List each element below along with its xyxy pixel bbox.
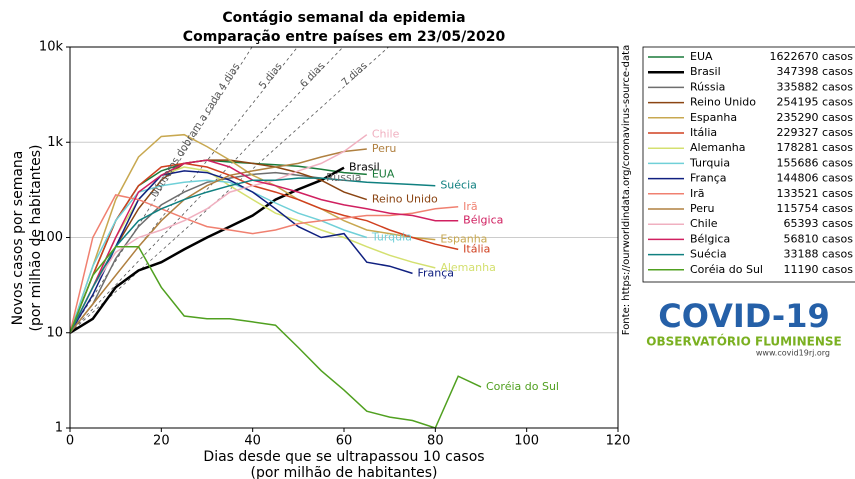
y-tick-label: 10: [46, 325, 63, 340]
legend-cases: 235290 casos: [777, 111, 854, 124]
legend-cases: 115754 casos: [777, 202, 854, 215]
series-end-label: Peru: [372, 142, 397, 155]
legend-cases: 65393 casos: [784, 217, 854, 230]
legend-label: EUA: [690, 50, 713, 63]
series-end-label: França: [418, 266, 455, 279]
series-end-label: Suécia: [440, 179, 477, 192]
x-tick-label: 100: [514, 434, 539, 449]
legend-label: Peru: [690, 202, 715, 215]
chart-title: Contágio semanal da epidemia: [222, 10, 465, 26]
legend-label: França: [690, 172, 727, 185]
legend-label: Reino Unido: [690, 96, 756, 109]
series-end-label: Coréia do Sul: [486, 380, 559, 393]
y-tick-label: 1: [55, 421, 63, 436]
x-axis-label: Dias desde que se ultrapassou 10 casos: [203, 449, 484, 465]
legend-label: Itália: [690, 126, 717, 139]
series-end-label: Espanha: [440, 233, 487, 246]
logo-subtitle: OBSERVATÓRIO FLUMINENSE: [646, 334, 841, 349]
legend-cases: 335882 casos: [777, 80, 854, 93]
logo-url: www.covid19rj.org: [756, 349, 830, 358]
legend-label: Chile: [690, 217, 718, 230]
series-line: [70, 134, 368, 334]
series-end-label: Reino Unido: [372, 193, 438, 206]
series-line: [70, 162, 459, 334]
y-axis-label: (por milhão de habitantes): [28, 145, 44, 332]
series-end-label: Bélgica: [463, 214, 503, 227]
legend-label: Bélgica: [690, 232, 730, 245]
series-line: [70, 133, 436, 334]
legend-cases: 347398 casos: [777, 65, 854, 78]
legend-label: Espanha: [690, 111, 737, 124]
y-tick-label: 1k: [47, 135, 63, 150]
x-axis-label: (por milhão de habitantes): [251, 465, 438, 479]
series-end-label: Itália: [463, 242, 490, 255]
legend-box: [642, 46, 855, 283]
legend-cases: 155686 casos: [777, 156, 854, 169]
series-line: [70, 245, 482, 428]
series-end-label: EUA: [372, 167, 395, 180]
x-tick-label: 120: [606, 434, 631, 449]
series-end-label: Brasil: [349, 161, 380, 174]
series-end-label: Chile: [372, 128, 400, 141]
legend-label: Turquia: [689, 156, 730, 169]
legend-label: Alemanha: [690, 141, 746, 154]
x-tick-label: 80: [427, 434, 444, 449]
y-tick-label: 100: [38, 230, 63, 245]
logo-title: COVID-19: [658, 297, 829, 335]
legend-cases: 1622670 casos: [770, 50, 854, 63]
series-line: [70, 170, 413, 334]
series-line: [70, 166, 436, 334]
x-tick-label: 0: [66, 434, 74, 449]
legend-label: Rússia: [690, 80, 725, 93]
plot-layer: [70, 47, 482, 428]
legend-cases: 133521 casos: [777, 187, 854, 200]
series-end-label: Irã: [463, 200, 478, 213]
series-end-label: Rússia: [326, 171, 361, 184]
series-line: [70, 166, 345, 334]
series-line: [70, 171, 322, 334]
y-axis-label: Novos casos por semana: [10, 151, 26, 326]
legend-cases: 254195 casos: [777, 96, 854, 109]
legend-label: Coréia do Sul: [690, 263, 763, 276]
x-tick-label: 60: [336, 434, 353, 449]
legend-cases: 144806 casos: [777, 172, 854, 185]
series-line: [70, 177, 436, 334]
y-tick-label: 10k: [39, 40, 64, 55]
doubling-line: [70, 47, 389, 334]
series-end-label: Alemanha: [440, 261, 496, 274]
legend-cases: 229327 casos: [777, 126, 854, 139]
x-tick-label: 40: [244, 434, 261, 449]
legend-label: Suécia: [690, 248, 727, 261]
plot-frame: [69, 46, 619, 429]
x-tick-label: 20: [153, 434, 170, 449]
source: Fonte: https://ourworldindata.org/corona…: [621, 45, 632, 335]
doubling-line: [70, 47, 253, 333]
legend-cases: 56810 casos: [784, 232, 854, 245]
chart-subtitle: Comparação entre países em 23/05/2020: [183, 29, 506, 45]
series-end-label: Turquia: [371, 231, 412, 244]
legend-cases: 33188 casos: [784, 248, 854, 261]
legend-cases: 178281 casos: [777, 141, 854, 154]
legend-label: Brasil: [690, 65, 721, 78]
series-line: [70, 159, 459, 334]
legend-cases: 11190 casos: [784, 263, 854, 276]
legend-label: Irã: [690, 187, 705, 200]
series-line: [70, 148, 367, 334]
